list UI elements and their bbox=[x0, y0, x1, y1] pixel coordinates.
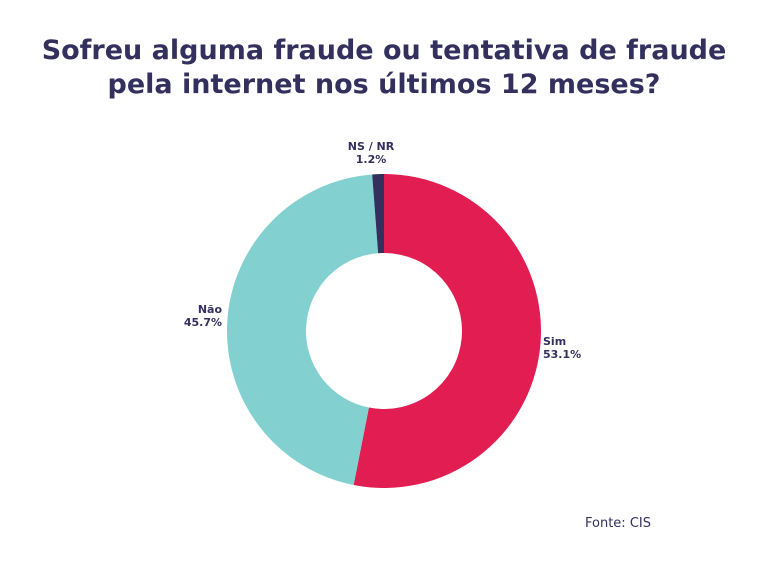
slice-label-value: 53.1% bbox=[543, 348, 581, 361]
chart-title: Sofreu alguma fraude ou tentativa de fra… bbox=[0, 34, 768, 102]
slice-label-value: 1.2% bbox=[356, 153, 387, 166]
slice-labels: Sim 53.1% Não 45.7% NS / NR 1.2% bbox=[184, 140, 581, 361]
slice-label: NS / NR 1.2% bbox=[348, 140, 395, 166]
slice-label-name: Não bbox=[198, 303, 223, 316]
slice-sim bbox=[353, 174, 541, 488]
slice-label-name: NS / NR bbox=[348, 140, 395, 153]
slice-label-value: 45.7% bbox=[184, 316, 222, 329]
chart-title-line-2: pela internet nos últimos 12 meses? bbox=[107, 69, 661, 100]
chart-source: Fonte: CIS bbox=[585, 516, 651, 531]
slice-label-name: Sim bbox=[543, 335, 566, 348]
slice-ns-nr bbox=[372, 174, 384, 254]
donut-slices bbox=[226, 174, 541, 488]
chart-title-line-1: Sofreu alguma fraude ou tentativa de fra… bbox=[41, 35, 727, 66]
slice-label: Não 45.7% bbox=[184, 303, 223, 329]
slice-n-o bbox=[226, 174, 379, 486]
slice-label: Sim 53.1% bbox=[543, 335, 581, 361]
